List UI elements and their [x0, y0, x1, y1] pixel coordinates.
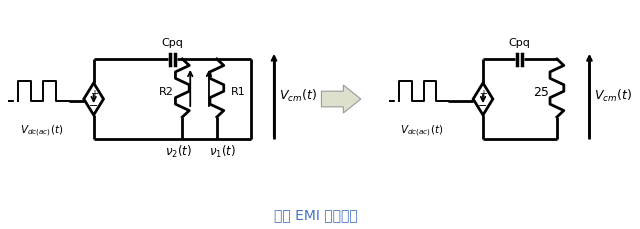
- Text: −: −: [89, 101, 99, 111]
- Text: Cpq: Cpq: [509, 38, 531, 48]
- Text: R2: R2: [159, 87, 174, 97]
- Text: 共模 EMI 等效电路: 共模 EMI 等效电路: [273, 207, 357, 221]
- Text: $V_{cm}(t)$: $V_{cm}(t)$: [279, 87, 317, 104]
- Text: $V_{dc(ac)}(t)$: $V_{dc(ac)}(t)$: [20, 123, 63, 139]
- Text: +: +: [479, 89, 487, 98]
- Text: +: +: [90, 89, 98, 98]
- Text: 25: 25: [533, 85, 549, 98]
- Text: $V_{cm}(t)$: $V_{cm}(t)$: [595, 87, 632, 104]
- Text: R1: R1: [230, 87, 245, 97]
- Polygon shape: [321, 86, 361, 114]
- Text: Cpq: Cpq: [161, 38, 184, 48]
- Text: $\nu_2(t)$: $\nu_2(t)$: [165, 143, 192, 159]
- Text: $\nu_1(t)$: $\nu_1(t)$: [209, 143, 236, 159]
- Text: $V_{dc(ac)}(t)$: $V_{dc(ac)}(t)$: [400, 123, 444, 139]
- Text: −: −: [478, 101, 488, 111]
